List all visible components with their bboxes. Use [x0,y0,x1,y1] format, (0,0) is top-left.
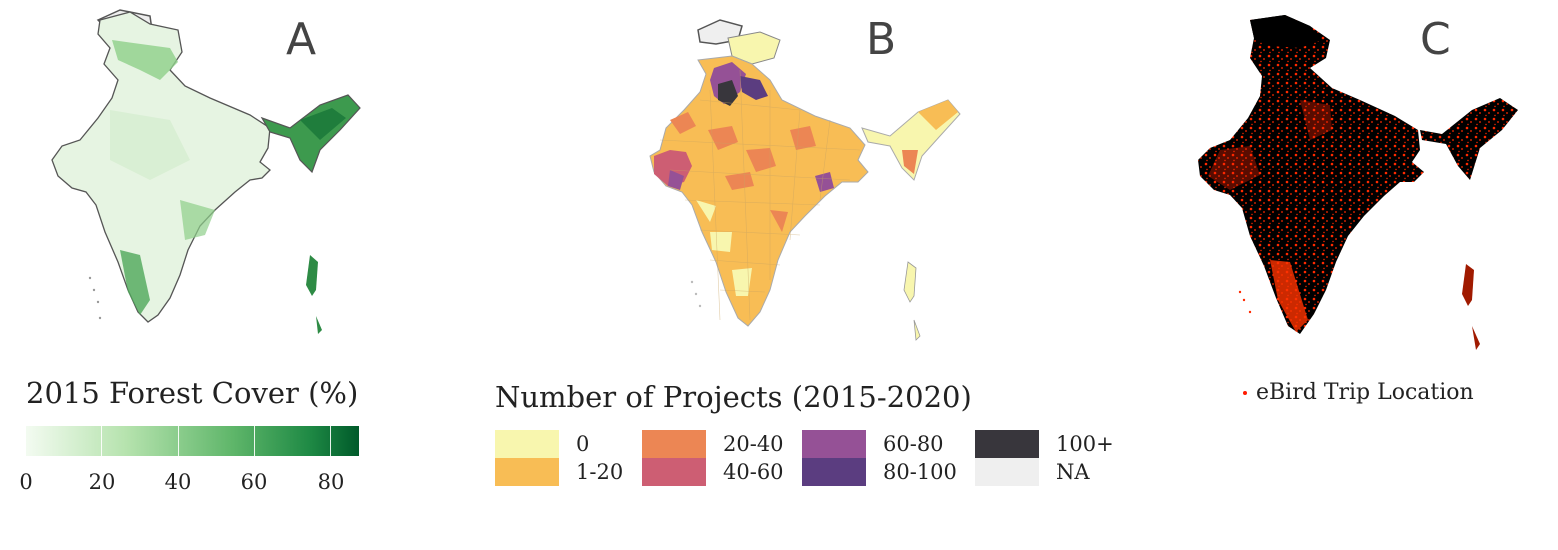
panel-letter-c: C [1420,14,1451,65]
legend-swatch-20-40 [642,430,706,458]
legend-swatch-na [975,458,1039,486]
legend-swatch-80-100 [802,458,866,486]
color-bar-tick-label: 0 [19,470,33,494]
color-bar-tick [330,426,331,456]
ebird-legend-label: eBird Trip Location [1256,380,1474,405]
legend-label-na: NA [1056,460,1090,484]
india-ebird-map [1198,15,1518,350]
legend-swatch-40-60 [642,458,706,486]
legend-label-20-40: 20-40 [723,432,784,456]
color-bar-tick [101,426,102,456]
india-projects-map [649,19,961,341]
panel-letter-b: B [866,14,897,65]
forest-cover-legend-title: 2015 Forest Cover (%) [26,376,359,410]
color-bar-tick-label: 80 [317,470,345,494]
color-bar-tick-label: 40 [164,470,192,494]
legend-label-60-80: 60-80 [883,432,944,456]
india-forest-cover-map [51,9,361,334]
legend-swatch-60-80 [802,430,866,458]
legend-label-1-20: 1-20 [576,460,624,484]
legend-label-0: 0 [576,432,590,456]
forest-cover-color-bar [26,426,359,456]
projects-legend-title: Number of Projects (2015-2020) [495,380,972,414]
color-bar-tick-label: 60 [240,470,268,494]
panel-letter-a: A [286,14,317,65]
color-bar-tick [254,426,255,456]
legend-swatch-1-20 [495,458,559,486]
panel-b-projects: B Number of Projects (2015-2020) 0 1-20 … [470,0,1150,550]
ebird-legend-dot [1243,391,1247,395]
panel-c-ebird: C eBird Trip Location [1150,0,1558,550]
legend-label-100-plus: 100+ [1056,432,1114,456]
color-bar-tick [178,426,179,456]
legend-swatch-0 [495,430,559,458]
color-bar-tick-label: 20 [88,470,116,494]
legend-label-40-60: 40-60 [723,460,784,484]
legend-swatch-100-plus [975,430,1039,458]
panel-a-forest-cover: A 2015 Forest Cover (%) 0 20 40 60 80 [0,0,520,550]
legend-label-80-100: 80-100 [883,460,957,484]
